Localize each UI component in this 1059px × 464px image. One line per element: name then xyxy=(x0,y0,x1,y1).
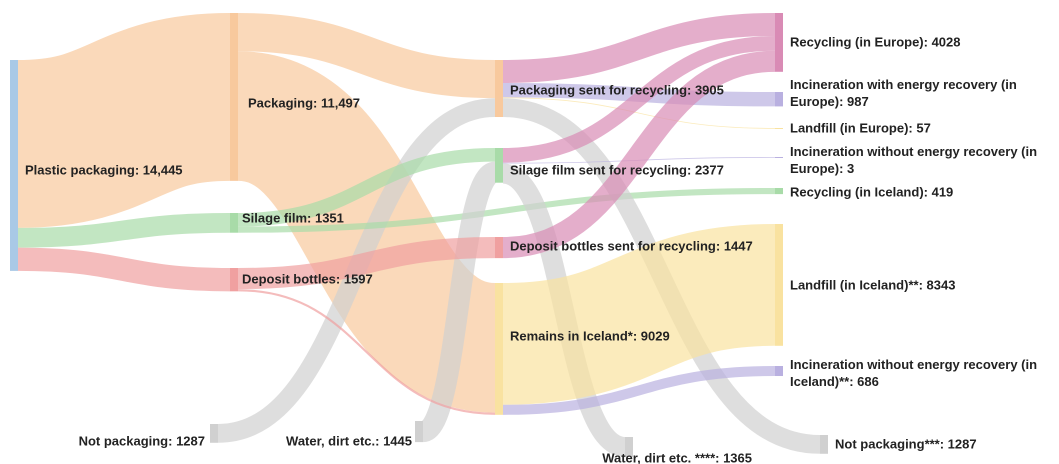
link xyxy=(17,247,231,292)
node xyxy=(775,188,783,195)
node xyxy=(625,437,633,457)
node-label: Incineration without energy recovery (in… xyxy=(790,357,1038,389)
node xyxy=(495,283,503,415)
node xyxy=(415,421,423,443)
node xyxy=(230,268,238,292)
link xyxy=(502,50,776,259)
node-label: Landfill (in Europe): 57 xyxy=(790,120,931,136)
node-label: Packaging: 11,497 xyxy=(248,95,361,111)
node xyxy=(210,424,218,443)
node xyxy=(775,224,783,346)
node xyxy=(230,13,238,181)
link xyxy=(502,35,776,163)
link xyxy=(237,148,496,227)
node xyxy=(775,366,783,377)
node-label: Packaging sent for recycling: 3905 xyxy=(510,82,724,98)
node-label: Not packaging: 1287 xyxy=(78,433,205,449)
node xyxy=(495,60,503,118)
node xyxy=(230,213,238,233)
node-label: Recycling (in Europe): 4028 xyxy=(790,34,961,50)
link xyxy=(237,236,496,290)
node-label: Silage film sent for recycling: 2377 xyxy=(510,162,724,178)
node xyxy=(495,237,503,259)
node-label: Deposit bottles sent for recycling: 1447 xyxy=(510,238,753,254)
link xyxy=(501,224,777,405)
node xyxy=(775,92,783,107)
node-label: Landfill (in Iceland)**: 8343 xyxy=(790,277,956,293)
link xyxy=(502,366,776,415)
node-label: Incineration without energy recovery (in… xyxy=(790,144,1038,176)
link xyxy=(17,212,231,248)
link xyxy=(16,13,232,228)
node-label: Water, dirt etc.: 1445 xyxy=(286,433,412,449)
node-label: Recycling (in Iceland): 419 xyxy=(790,184,954,200)
node-label: Remains in Iceland*: 9029 xyxy=(510,328,670,344)
link xyxy=(237,289,496,415)
node xyxy=(775,13,783,72)
node-label: Silage film: 1351 xyxy=(242,210,344,226)
node-label: Deposit bottles: 1597 xyxy=(242,271,373,287)
link xyxy=(419,161,499,443)
node xyxy=(775,157,783,158)
node-label: Incineration with energy recovery (in Eu… xyxy=(790,77,1017,109)
link xyxy=(502,13,776,83)
node-label: Not packaging***: 1287 xyxy=(835,436,977,452)
node xyxy=(820,435,828,454)
node-label: Plastic packaging: 14,445 xyxy=(25,162,183,178)
link xyxy=(502,97,776,129)
node xyxy=(495,148,503,183)
node xyxy=(10,60,18,271)
node xyxy=(775,128,783,129)
node-label: Water, dirt etc. ****: 1365 xyxy=(602,450,752,464)
link xyxy=(237,188,776,233)
link xyxy=(237,13,496,99)
